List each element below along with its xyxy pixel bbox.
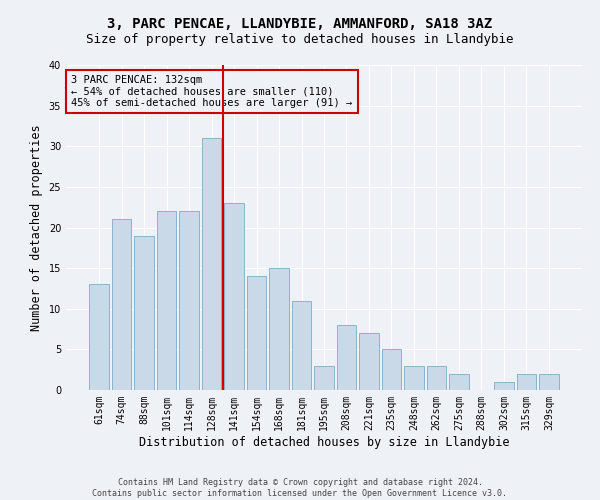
X-axis label: Distribution of detached houses by size in Llandybie: Distribution of detached houses by size … [139,436,509,448]
Bar [539,374,559,390]
Bar [179,211,199,390]
Bar [292,300,311,390]
Bar [517,374,536,390]
Bar [224,203,244,390]
Bar [247,276,266,390]
Bar [134,236,154,390]
Text: 3 PARC PENCAE: 132sqm
← 54% of detached houses are smaller (110)
45% of semi-det: 3 PARC PENCAE: 132sqm ← 54% of detached … [71,74,352,108]
Bar [382,350,401,390]
Bar [269,268,289,390]
Text: Contains HM Land Registry data © Crown copyright and database right 2024.
Contai: Contains HM Land Registry data © Crown c… [92,478,508,498]
Y-axis label: Number of detached properties: Number of detached properties [30,124,43,331]
Bar [494,382,514,390]
Bar [157,211,176,390]
Bar [427,366,446,390]
Bar [112,220,131,390]
Text: 3, PARC PENCAE, LLANDYBIE, AMMANFORD, SA18 3AZ: 3, PARC PENCAE, LLANDYBIE, AMMANFORD, SA… [107,18,493,32]
Bar [449,374,469,390]
Bar [404,366,424,390]
Bar [337,325,356,390]
Bar [359,333,379,390]
Bar [89,284,109,390]
Bar [314,366,334,390]
Bar [202,138,221,390]
Text: Size of property relative to detached houses in Llandybie: Size of property relative to detached ho… [86,32,514,46]
